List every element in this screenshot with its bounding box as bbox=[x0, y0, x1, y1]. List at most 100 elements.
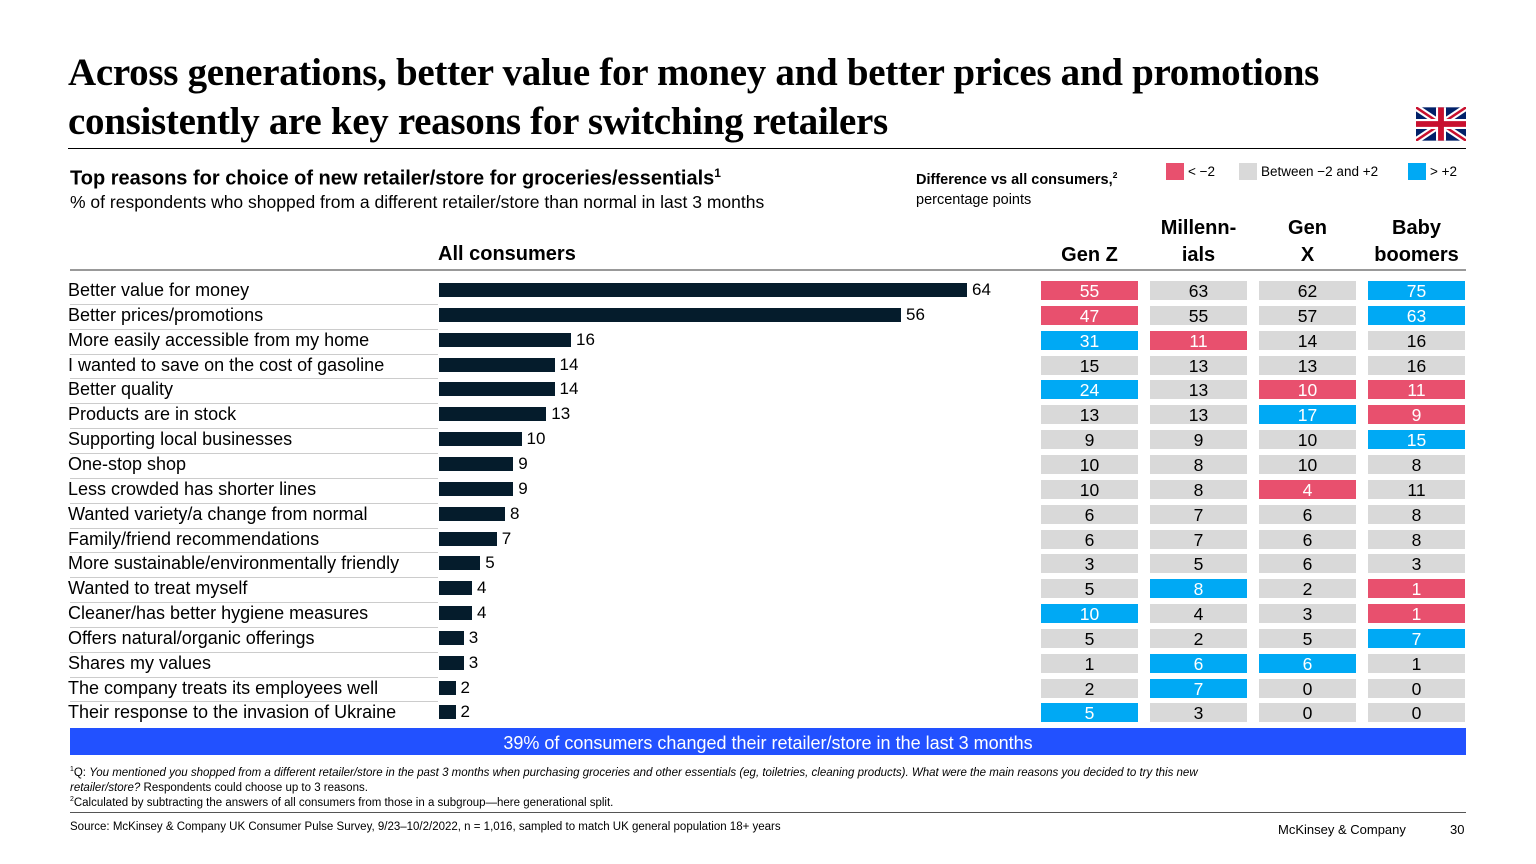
row-separator bbox=[70, 328, 438, 330]
row-label: Better prices/promotions bbox=[68, 304, 264, 325]
table-cell: 17 bbox=[1259, 405, 1356, 425]
table-cell: 1 bbox=[1368, 604, 1465, 624]
row-label: Better value for money bbox=[68, 280, 250, 300]
row-separator bbox=[70, 676, 438, 678]
table-cell: 16 bbox=[1368, 355, 1465, 376]
legend-title-text: Difference vs all consumers, bbox=[916, 171, 1113, 188]
table-cell: 31 bbox=[1041, 330, 1138, 351]
table-cell: 55 bbox=[1150, 305, 1247, 326]
divider bbox=[70, 812, 1466, 813]
legend-unit: percentage points bbox=[916, 191, 1032, 208]
bar bbox=[439, 655, 464, 670]
table-cell: 5 bbox=[1259, 628, 1356, 649]
table-cell: 24 bbox=[1041, 380, 1138, 400]
footnote-prefix: Q: bbox=[73, 766, 90, 779]
table-cell: 10 bbox=[1259, 430, 1356, 450]
row-label: Family/friend recommendations bbox=[68, 528, 320, 549]
row-label: More easily accessible from my home bbox=[68, 329, 370, 350]
bar-value-label: 3 bbox=[468, 627, 479, 647]
bar bbox=[439, 283, 967, 297]
legend-item-positive: > +2 bbox=[1408, 163, 1457, 180]
table-cell: 11 bbox=[1150, 330, 1247, 351]
legend-label: > +2 bbox=[1430, 164, 1458, 179]
table-cell: 10 bbox=[1041, 479, 1138, 500]
chart-unit-note: % of respondents who shopped from a diff… bbox=[70, 192, 765, 212]
row-label: Wanted to treat myself bbox=[68, 578, 248, 599]
bar bbox=[439, 456, 514, 471]
row-label: One-stop shop bbox=[68, 453, 187, 474]
table-cell: 10 bbox=[1041, 454, 1138, 475]
row-separator bbox=[70, 403, 438, 405]
table-cell: 7 bbox=[1150, 504, 1247, 525]
bar-value-label: 8 bbox=[510, 503, 520, 523]
table-cell: 7 bbox=[1368, 628, 1465, 649]
table-cell: 13 bbox=[1259, 355, 1356, 376]
row-label: Their response to the invasion of Ukrain… bbox=[68, 702, 397, 723]
bar bbox=[439, 680, 456, 695]
table-cell: 3 bbox=[1150, 703, 1247, 723]
column-header-baby-boomers: Baby bbox=[1392, 217, 1441, 239]
table-cell: 5 bbox=[1041, 703, 1138, 723]
footnote-text: Calculated by subtracting the answers of… bbox=[73, 796, 614, 809]
table-cell: 10 bbox=[1041, 604, 1138, 624]
table-cell: 14 bbox=[1259, 330, 1356, 351]
table-cell: 6 bbox=[1041, 529, 1138, 550]
bar-value-label: 13 bbox=[551, 404, 571, 424]
legend-label: < −2 bbox=[1188, 164, 1216, 179]
table-cell: 2 bbox=[1259, 579, 1356, 599]
footnote-marker: 2 bbox=[70, 796, 74, 803]
column-header-gen-x: Gen bbox=[1288, 217, 1327, 239]
table-cell: 9 bbox=[1368, 405, 1465, 425]
row-separator bbox=[70, 626, 438, 628]
bar bbox=[439, 407, 547, 422]
bar bbox=[439, 481, 514, 496]
table-cell: 15 bbox=[1041, 355, 1138, 376]
bar-value-label: 2 bbox=[460, 677, 470, 697]
table-cell: 10 bbox=[1259, 454, 1356, 475]
row-label: Shares my values bbox=[68, 652, 212, 673]
table-cell: 11 bbox=[1368, 479, 1465, 500]
table-cell: 13 bbox=[1041, 405, 1138, 425]
table-cell: 63 bbox=[1368, 305, 1465, 326]
table-cell: 0 bbox=[1368, 703, 1465, 723]
table-cell: 11 bbox=[1368, 380, 1465, 400]
footnote-marker: 1 bbox=[70, 766, 74, 773]
table-cell: 13 bbox=[1150, 355, 1247, 376]
column-header-gen-x: X bbox=[1300, 244, 1315, 266]
bar-value-label: 4 bbox=[477, 578, 487, 598]
row-separator bbox=[70, 527, 438, 529]
row-separator bbox=[70, 303, 438, 305]
chart-subtitle: Top reasons for choice of new retailer/s… bbox=[70, 166, 721, 191]
table-cell: 2 bbox=[1150, 628, 1247, 649]
bar bbox=[439, 531, 497, 546]
bar-value-label: 7 bbox=[501, 528, 512, 548]
table-cell: 0 bbox=[1259, 703, 1356, 723]
legend-item-negative: < −2 bbox=[1166, 163, 1215, 180]
subtitle-text: Top reasons for choice of new retailer/s… bbox=[70, 167, 715, 190]
bar-value-label: 16 bbox=[576, 329, 595, 349]
table-cell: 4 bbox=[1259, 479, 1356, 500]
source-note: Source: McKinsey & Company UK Consumer P… bbox=[70, 821, 781, 833]
column-header-millennials: ials bbox=[1181, 244, 1216, 266]
table-cell: 8 bbox=[1150, 579, 1247, 599]
bar-value-label: 5 bbox=[485, 553, 495, 573]
bar-value-label: 9 bbox=[518, 478, 528, 498]
row-separator bbox=[70, 428, 438, 430]
table-cell: 2 bbox=[1041, 678, 1138, 699]
table-cell: 1 bbox=[1041, 653, 1138, 674]
bar-value-label: 9 bbox=[518, 453, 528, 473]
table-cell: 75 bbox=[1368, 281, 1465, 301]
table-cell: 5 bbox=[1150, 554, 1247, 574]
table-cell: 13 bbox=[1150, 380, 1247, 400]
header-rule bbox=[70, 269, 1466, 271]
row-label: Supporting local businesses bbox=[68, 429, 293, 450]
footnote-rest: Respondents could choose up to 3 reasons… bbox=[140, 781, 368, 794]
page-number: 30 bbox=[1450, 822, 1465, 837]
footnote-marker: 2 bbox=[1112, 170, 1118, 180]
footnote-marker: 1 bbox=[714, 166, 721, 180]
row-separator bbox=[70, 651, 438, 653]
row-separator bbox=[70, 552, 438, 554]
divider bbox=[68, 148, 1466, 149]
bar bbox=[439, 630, 464, 645]
